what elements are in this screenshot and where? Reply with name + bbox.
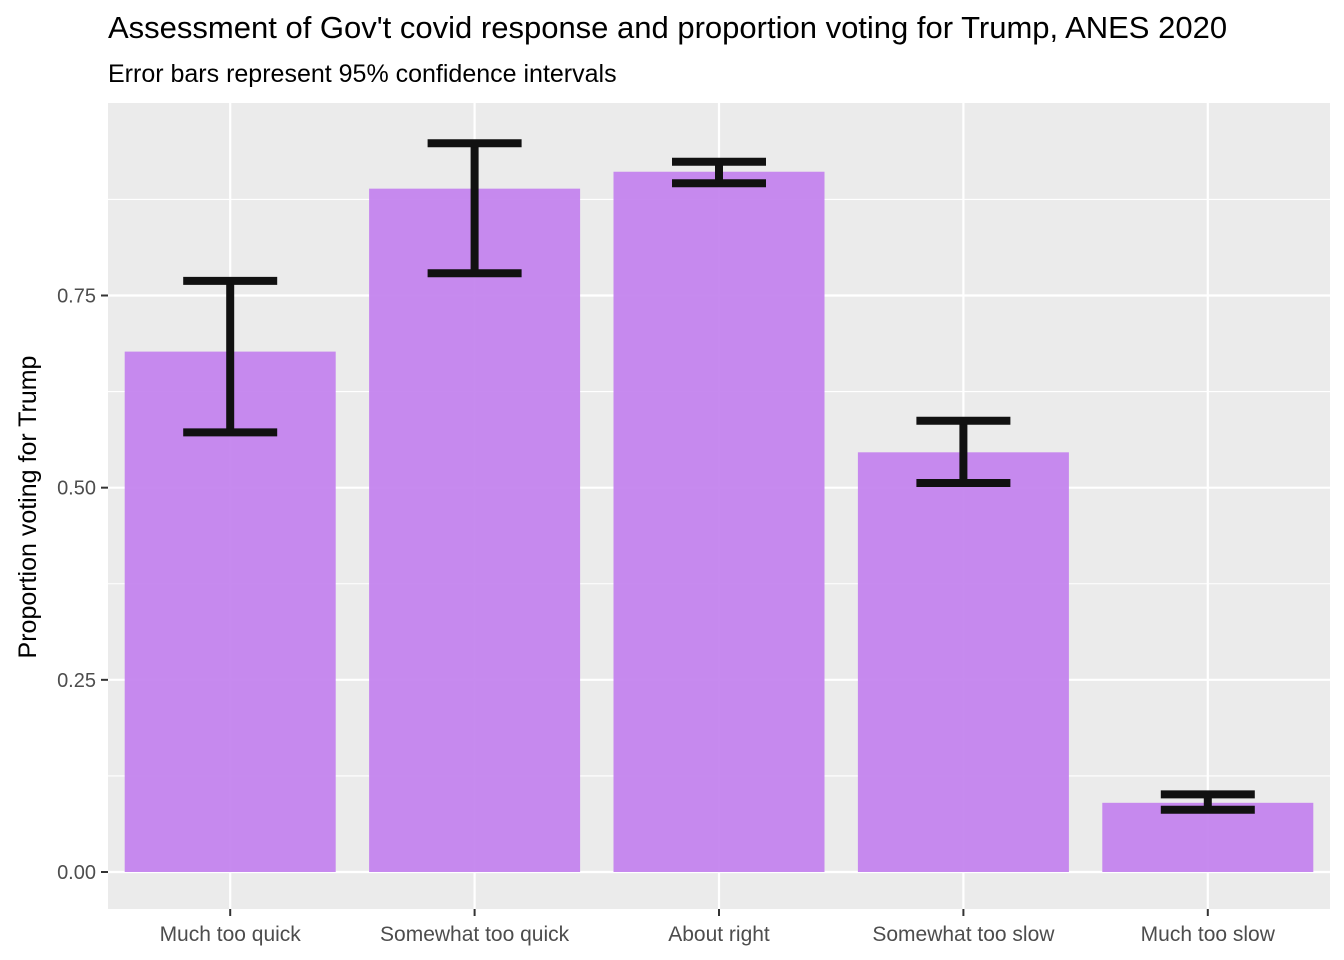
error-bar <box>916 416 1011 488</box>
y-axis-title: Proportion voting for Trump <box>14 356 42 659</box>
x-tick-label: Much too quick <box>160 923 302 946</box>
bar <box>369 188 581 872</box>
y-axis: 0.00 0.25 0.50 0.75 <box>57 286 108 884</box>
bar <box>613 171 825 873</box>
x-axis: Much too quick Somewhat too quick About ri… <box>160 909 1276 946</box>
error-bars <box>183 139 1255 814</box>
chart-title: Assessment of Gov't covid response and p… <box>108 10 1228 45</box>
x-tick-label: About right <box>668 923 770 946</box>
bar <box>857 452 1069 872</box>
bars <box>124 171 1314 873</box>
bar <box>1102 802 1314 872</box>
error-bar <box>672 157 766 188</box>
error-bar <box>427 139 522 278</box>
error-bar <box>183 276 278 437</box>
y-tick-label: 0.75 <box>57 286 96 308</box>
x-tick-label: Somewhat too quick <box>380 923 570 946</box>
error-bar <box>1160 790 1255 814</box>
x-tick-label: Much too slow <box>1141 923 1276 946</box>
chart-subtitle: Error bars represent 95% confidence inte… <box>108 60 617 88</box>
bar <box>124 351 336 872</box>
y-tick-label: 0.50 <box>57 478 96 500</box>
x-tick-label: Somewhat too slow <box>872 923 1055 946</box>
y-tick-label: 0.25 <box>57 670 96 692</box>
y-tick-label: 0.00 <box>57 862 96 884</box>
